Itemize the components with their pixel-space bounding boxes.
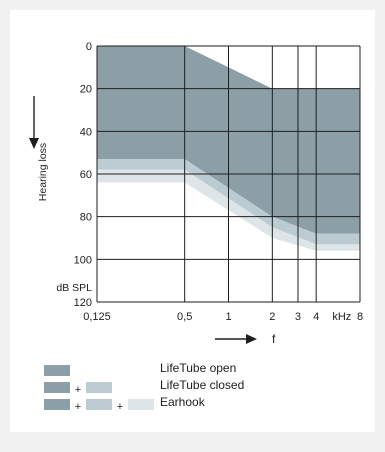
x-axis-label: f bbox=[272, 332, 276, 346]
x-tick-label: 8 bbox=[357, 311, 363, 323]
legend-swatch bbox=[44, 382, 70, 393]
grid bbox=[96, 45, 361, 303]
legend-label: Earhook bbox=[160, 395, 206, 409]
chart-panel: 0 20 40 60 80 100 120 0,125 0,5 1 2 3 4 kHz 8 Hearing… bbox=[10, 10, 375, 432]
legend-label: LifeTube closed bbox=[160, 378, 244, 392]
series-band-2 bbox=[97, 159, 360, 245]
x-tick-label: 1 bbox=[225, 311, 231, 323]
y-tick-label: 100 bbox=[74, 254, 92, 266]
y-tick-labels: 0 20 40 60 80 100 120 bbox=[74, 41, 92, 309]
y-tick-label: 0 bbox=[86, 41, 92, 53]
legend-plus: + bbox=[75, 401, 81, 413]
y-tick-label: 120 bbox=[74, 297, 92, 309]
legend-swatch bbox=[86, 382, 112, 393]
legend-swatch bbox=[44, 365, 70, 376]
legend-swatch bbox=[128, 399, 154, 410]
y-tick-label: 80 bbox=[80, 212, 92, 224]
axis-arrows bbox=[29, 96, 257, 344]
legend-plus: + bbox=[117, 401, 123, 413]
legend-swatch bbox=[86, 399, 112, 410]
x-tick-label: 2 bbox=[269, 311, 275, 323]
x-tick-label: 0,5 bbox=[177, 311, 192, 323]
x-tick-label: 4 bbox=[313, 311, 319, 323]
y-axis-arrow-head bbox=[29, 138, 39, 149]
legend: LifeTube open + LifeTube closed + + Earhook bbox=[44, 361, 244, 413]
x-tick-label: 3 bbox=[295, 311, 301, 323]
x-tick-labels: 0,125 0,5 1 2 3 4 kHz 8 bbox=[83, 311, 363, 323]
y-unit-label: dB SPL bbox=[56, 282, 92, 294]
x-axis-arrow-head bbox=[246, 334, 257, 344]
x-tick-label: kHz bbox=[332, 311, 351, 323]
y-tick-label: 60 bbox=[80, 169, 92, 181]
hearing-loss-chart: 0 20 40 60 80 100 120 0,125 0,5 1 2 3 4 kHz 8 Hearing… bbox=[29, 41, 363, 413]
y-axis-label: Hearing loss bbox=[37, 143, 49, 201]
y-tick-label: 40 bbox=[80, 126, 92, 138]
legend-plus: + bbox=[75, 384, 81, 396]
legend-label: LifeTube open bbox=[160, 361, 236, 375]
legend-swatch bbox=[44, 399, 70, 410]
y-tick-label: 20 bbox=[80, 84, 92, 96]
x-tick-label: 0,125 bbox=[83, 311, 111, 323]
